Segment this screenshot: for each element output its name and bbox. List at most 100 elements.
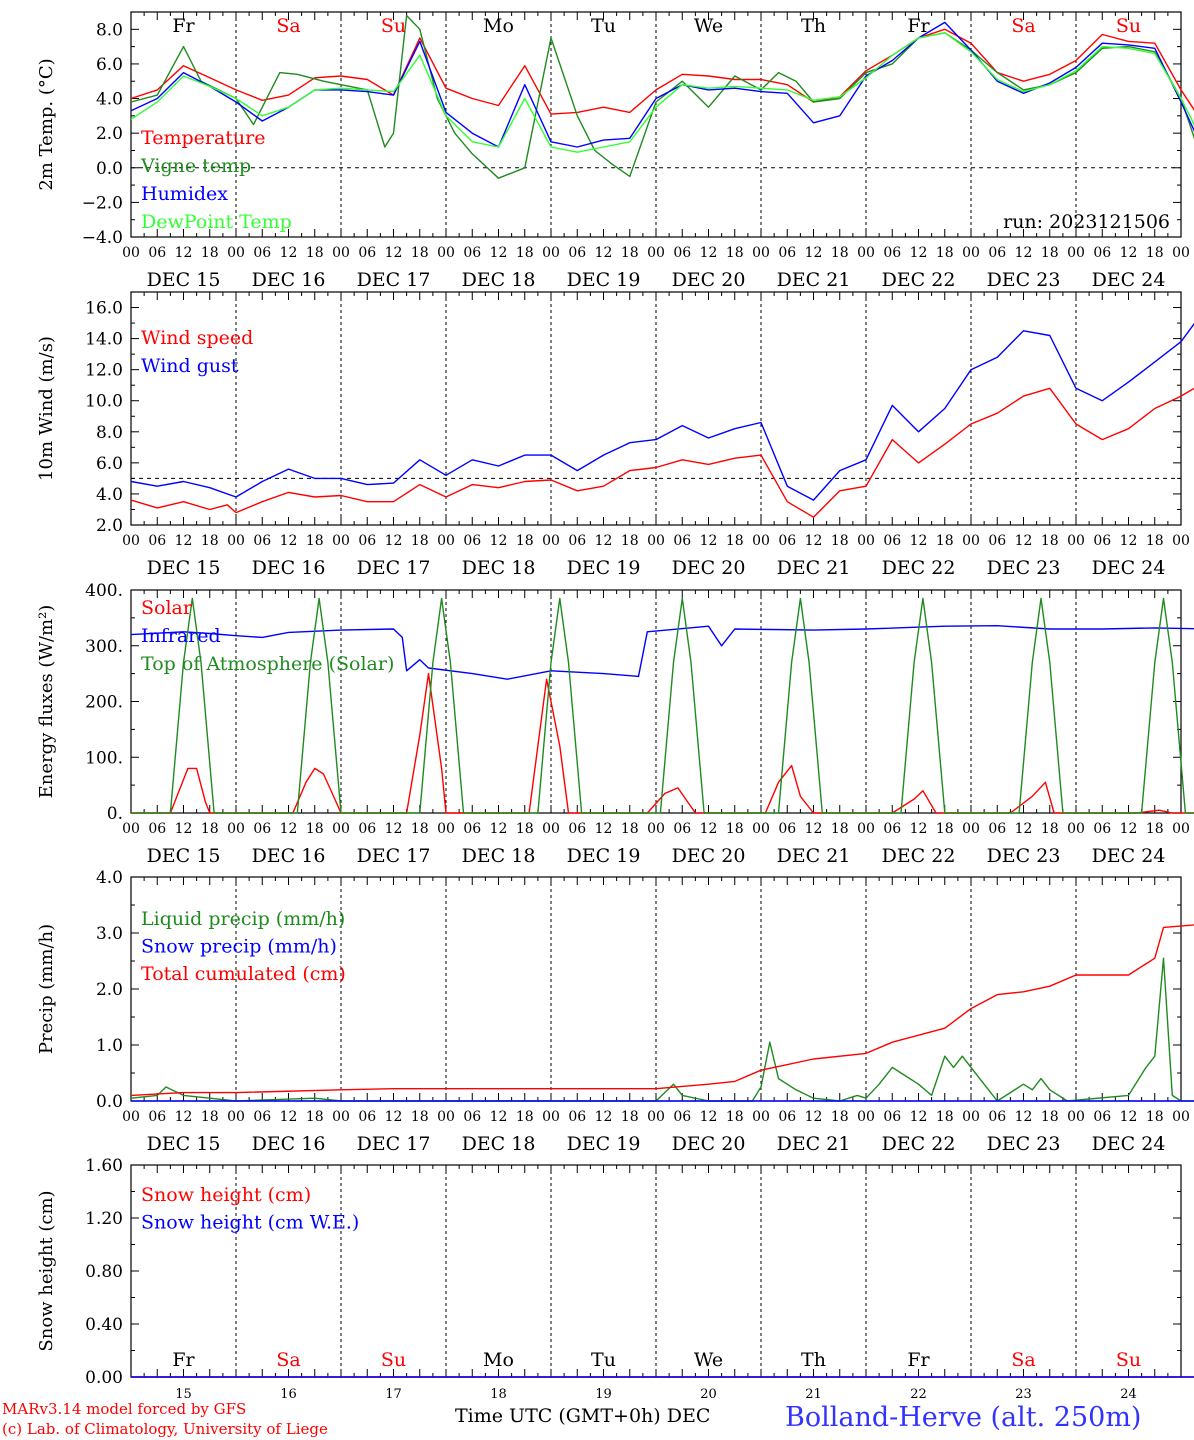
date-label: DEC 19 — [567, 1133, 641, 1155]
hour-tick-label: 12 — [280, 821, 298, 837]
date-label: DEC 23 — [987, 557, 1061, 579]
hour-tick-label: 06 — [988, 1109, 1006, 1125]
hour-tick-label: 06 — [463, 821, 481, 837]
hour-tick-label: 12 — [490, 1109, 508, 1125]
date-label: DEC 22 — [882, 269, 956, 291]
hour-tick-label: 18 — [831, 1109, 849, 1125]
y-tick-label: −2.0 — [82, 193, 123, 213]
hour-tick-label: 12 — [595, 245, 613, 261]
hour-tick-label: 06 — [568, 533, 586, 549]
legend-entry: Snow height (cm) — [141, 1184, 311, 1206]
hour-tick-label: 00 — [332, 1109, 350, 1125]
date-label: DEC 21 — [777, 557, 851, 579]
series-line — [131, 597, 1194, 814]
y-axis-label: 10m Wind (m/s) — [36, 336, 57, 481]
hour-tick-label: 00 — [647, 533, 665, 549]
x-axis-title: Time UTC (GMT+0h) DEC — [455, 1405, 710, 1427]
hour-tick-label: 06 — [1093, 1109, 1111, 1125]
hour-tick-label: 12 — [385, 533, 403, 549]
date-label: DEC 15 — [147, 557, 221, 579]
y-tick-label: 12.0 — [85, 361, 123, 381]
hour-tick-label: 06 — [358, 533, 376, 549]
hour-tick-label: 12 — [805, 533, 823, 549]
hour-tick-label: 00 — [227, 1109, 245, 1125]
hour-tick-label: 00 — [122, 245, 140, 261]
hour-tick-label: 06 — [148, 1109, 166, 1125]
hour-tick-label: 18 — [1041, 821, 1059, 837]
series-line — [130, 322, 1194, 501]
hour-tick-label: 18 — [621, 821, 639, 837]
hour-tick-label: 12 — [1015, 533, 1033, 549]
hour-tick-label: 06 — [673, 533, 691, 549]
y-tick-label: 2.0 — [96, 980, 123, 1000]
hour-tick-label: 00 — [227, 245, 245, 261]
hour-tick-label: 18 — [1146, 533, 1164, 549]
legend-entry: Snow precip (mm/h) — [141, 936, 337, 958]
hour-tick-label: 12 — [490, 821, 508, 837]
hour-tick-label: 06 — [1093, 533, 1111, 549]
y-tick-label: 1.60 — [85, 1156, 123, 1176]
y-tick-label: 8.0 — [96, 20, 123, 40]
hour-tick-label: 06 — [463, 245, 481, 261]
hour-tick-label: 18 — [201, 533, 219, 549]
hour-tick-label: 12 — [175, 821, 193, 837]
location-title: Bolland-Herve (alt. 250m) — [785, 1402, 1142, 1433]
hour-tick-label: 18 — [516, 245, 534, 261]
hour-tick-label: 00 — [857, 245, 875, 261]
hour-tick-label: 00 — [542, 245, 560, 261]
hour-tick-label: 12 — [280, 245, 298, 261]
hour-tick-label: 00 — [1067, 245, 1085, 261]
hour-tick-label: 12 — [595, 821, 613, 837]
hour-tick-label: 06 — [358, 821, 376, 837]
hour-tick-label: 00 — [1172, 821, 1190, 837]
date-number-label: 20 — [700, 1387, 717, 1402]
day-label: Fr — [172, 1349, 195, 1371]
hour-tick-label: 12 — [700, 1109, 718, 1125]
day-label: Tu — [591, 1349, 616, 1371]
legend-entry: Vigne temp — [140, 155, 251, 177]
hour-tick-label: 00 — [752, 1109, 770, 1125]
hour-tick-label: 18 — [516, 1109, 534, 1125]
hour-tick-label: 12 — [910, 1109, 928, 1125]
hour-tick-label: 18 — [516, 533, 534, 549]
day-label: Su — [1116, 1349, 1141, 1371]
hour-tick-label: 12 — [700, 821, 718, 837]
hour-tick-label: 00 — [437, 1109, 455, 1125]
day-label: Su — [381, 15, 406, 37]
hour-tick-label: 06 — [988, 821, 1006, 837]
hour-tick-label: 00 — [1172, 533, 1190, 549]
hour-tick-label: 18 — [1146, 1109, 1164, 1125]
hour-tick-label: 06 — [883, 1109, 901, 1125]
hour-tick-label: 00 — [122, 821, 140, 837]
legend-entry: Infrared — [141, 625, 221, 647]
date-number-label: 21 — [805, 1387, 822, 1402]
hour-tick-label: 00 — [647, 245, 665, 261]
hour-tick-label: 18 — [411, 821, 429, 837]
hour-tick-label: 12 — [595, 1109, 613, 1125]
date-label: DEC 20 — [672, 269, 746, 291]
hour-tick-label: 18 — [621, 1109, 639, 1125]
hour-tick-label: 12 — [1120, 821, 1138, 837]
date-label: DEC 19 — [567, 557, 641, 579]
hour-tick-label: 00 — [857, 821, 875, 837]
date-label: DEC 20 — [672, 557, 746, 579]
hour-tick-label: 06 — [463, 533, 481, 549]
hour-tick-label: 00 — [1067, 533, 1085, 549]
legend-entry: Wind speed — [141, 327, 253, 349]
y-tick-label: 14.0 — [85, 330, 123, 350]
hour-tick-label: 12 — [385, 245, 403, 261]
hour-tick-label: 18 — [936, 1109, 954, 1125]
hour-tick-label: 00 — [437, 533, 455, 549]
hour-tick-label: 00 — [122, 1109, 140, 1125]
hour-tick-label: 18 — [726, 1109, 744, 1125]
hour-tick-label: 12 — [175, 1109, 193, 1125]
legend-entry: Wind gust — [141, 355, 239, 377]
hour-tick-label: 00 — [857, 533, 875, 549]
hour-tick-label: 18 — [726, 245, 744, 261]
hour-tick-label: 00 — [227, 533, 245, 549]
hour-tick-label: 06 — [778, 1109, 796, 1125]
hour-tick-label: 18 — [306, 245, 324, 261]
hour-tick-label: 18 — [411, 1109, 429, 1125]
hour-tick-label: 00 — [1172, 245, 1190, 261]
hour-tick-label: 06 — [358, 245, 376, 261]
